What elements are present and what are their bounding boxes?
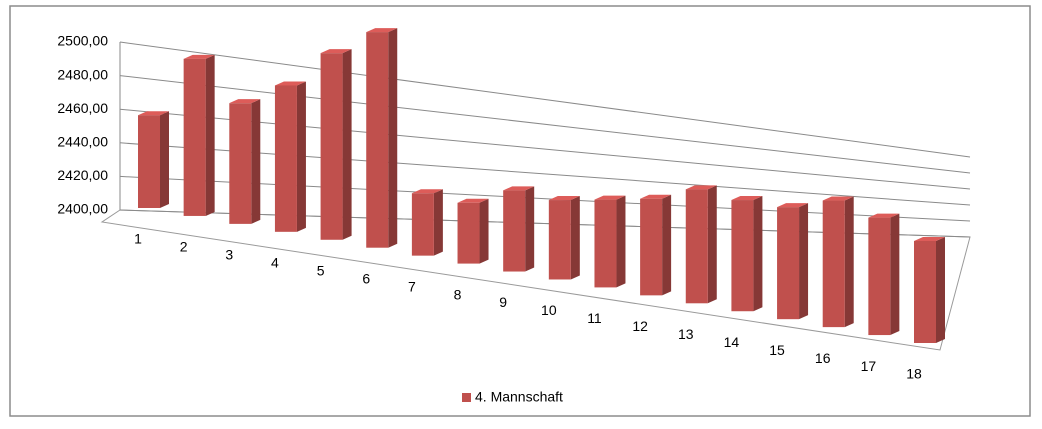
bar-side xyxy=(570,196,580,280)
bar-top xyxy=(411,189,443,194)
bar xyxy=(731,200,754,312)
y-tick-label: 2480,00 xyxy=(57,66,108,82)
bar-side xyxy=(251,99,261,224)
x-tick-label: 12 xyxy=(632,318,648,334)
x-tick-label: 16 xyxy=(815,350,831,366)
bar-top xyxy=(914,237,945,241)
bar xyxy=(411,193,434,256)
bar xyxy=(640,198,663,296)
x-tick-label: 11 xyxy=(587,310,602,326)
bar-side xyxy=(844,196,854,328)
bar xyxy=(822,200,845,328)
bar-side xyxy=(388,28,398,248)
bar xyxy=(868,217,891,336)
bar-side xyxy=(160,111,169,208)
bar xyxy=(685,189,708,304)
bar xyxy=(457,202,480,264)
x-tick-label: 15 xyxy=(769,342,785,358)
bar xyxy=(548,200,571,280)
y-tick-label: 2460,00 xyxy=(57,100,108,116)
bar-side xyxy=(205,54,215,216)
bar-top xyxy=(274,81,306,86)
bar xyxy=(777,207,800,320)
bar-top xyxy=(503,186,535,191)
bar-side xyxy=(479,198,489,264)
bar xyxy=(138,115,160,208)
x-tick-label: 18 xyxy=(906,366,922,382)
x-tick-label: 6 xyxy=(362,270,370,286)
grid-line xyxy=(119,108,971,190)
bar-side xyxy=(890,213,900,336)
bar-top xyxy=(320,49,352,54)
bar xyxy=(914,241,936,343)
grid-line xyxy=(119,142,971,206)
bar-top xyxy=(640,194,672,199)
x-tick-label: 14 xyxy=(724,334,740,350)
bar-top xyxy=(457,198,489,203)
bar-top xyxy=(594,195,626,200)
bar-top xyxy=(731,196,763,201)
x-tick-label: 10 xyxy=(541,302,557,318)
bar xyxy=(229,103,252,224)
x-tick-label: 8 xyxy=(454,286,462,302)
bar xyxy=(366,32,389,248)
x-tick-label: 9 xyxy=(499,294,507,310)
bar-side xyxy=(433,189,443,256)
x-tick-label: 7 xyxy=(408,278,416,294)
bar-top xyxy=(822,196,854,201)
bar xyxy=(320,53,343,240)
x-tick-label: 17 xyxy=(861,358,877,374)
x-tick-label: 4 xyxy=(271,255,279,271)
legend-swatch xyxy=(462,393,471,402)
y-tick-label: 2500,00 xyxy=(57,33,108,49)
bar-top xyxy=(777,203,809,208)
bar-top xyxy=(366,28,398,33)
bar-top xyxy=(685,185,717,190)
grid-line xyxy=(119,75,971,174)
bar-side xyxy=(616,195,626,288)
bar-top xyxy=(868,213,900,218)
y-tick-label: 2400,00 xyxy=(57,201,108,217)
bar-top xyxy=(229,99,261,104)
y-tick-label: 2420,00 xyxy=(57,167,108,183)
bar-side xyxy=(342,49,352,240)
bar-side xyxy=(662,194,672,296)
bar xyxy=(503,190,526,272)
x-tick-label: 1 xyxy=(134,231,142,247)
bar xyxy=(594,199,617,288)
x-tick-label: 2 xyxy=(180,239,188,255)
bar-side xyxy=(296,81,306,232)
bar-side xyxy=(525,186,535,272)
bar-side xyxy=(936,237,945,343)
x-tick-label: 3 xyxy=(225,247,233,263)
x-tick-label: 13 xyxy=(678,326,694,342)
bar-side xyxy=(753,196,763,312)
bar-side xyxy=(707,185,717,304)
bar-top xyxy=(548,196,580,201)
grid-line xyxy=(119,41,971,158)
bar-top xyxy=(138,111,169,116)
legend-label: 4. Mannschaft xyxy=(475,389,563,405)
bar-top xyxy=(183,54,215,59)
x-tick-label: 5 xyxy=(317,262,325,278)
bar xyxy=(183,58,206,216)
y-tick-label: 2440,00 xyxy=(57,134,108,150)
bar-side xyxy=(799,203,809,320)
bar xyxy=(274,85,297,232)
